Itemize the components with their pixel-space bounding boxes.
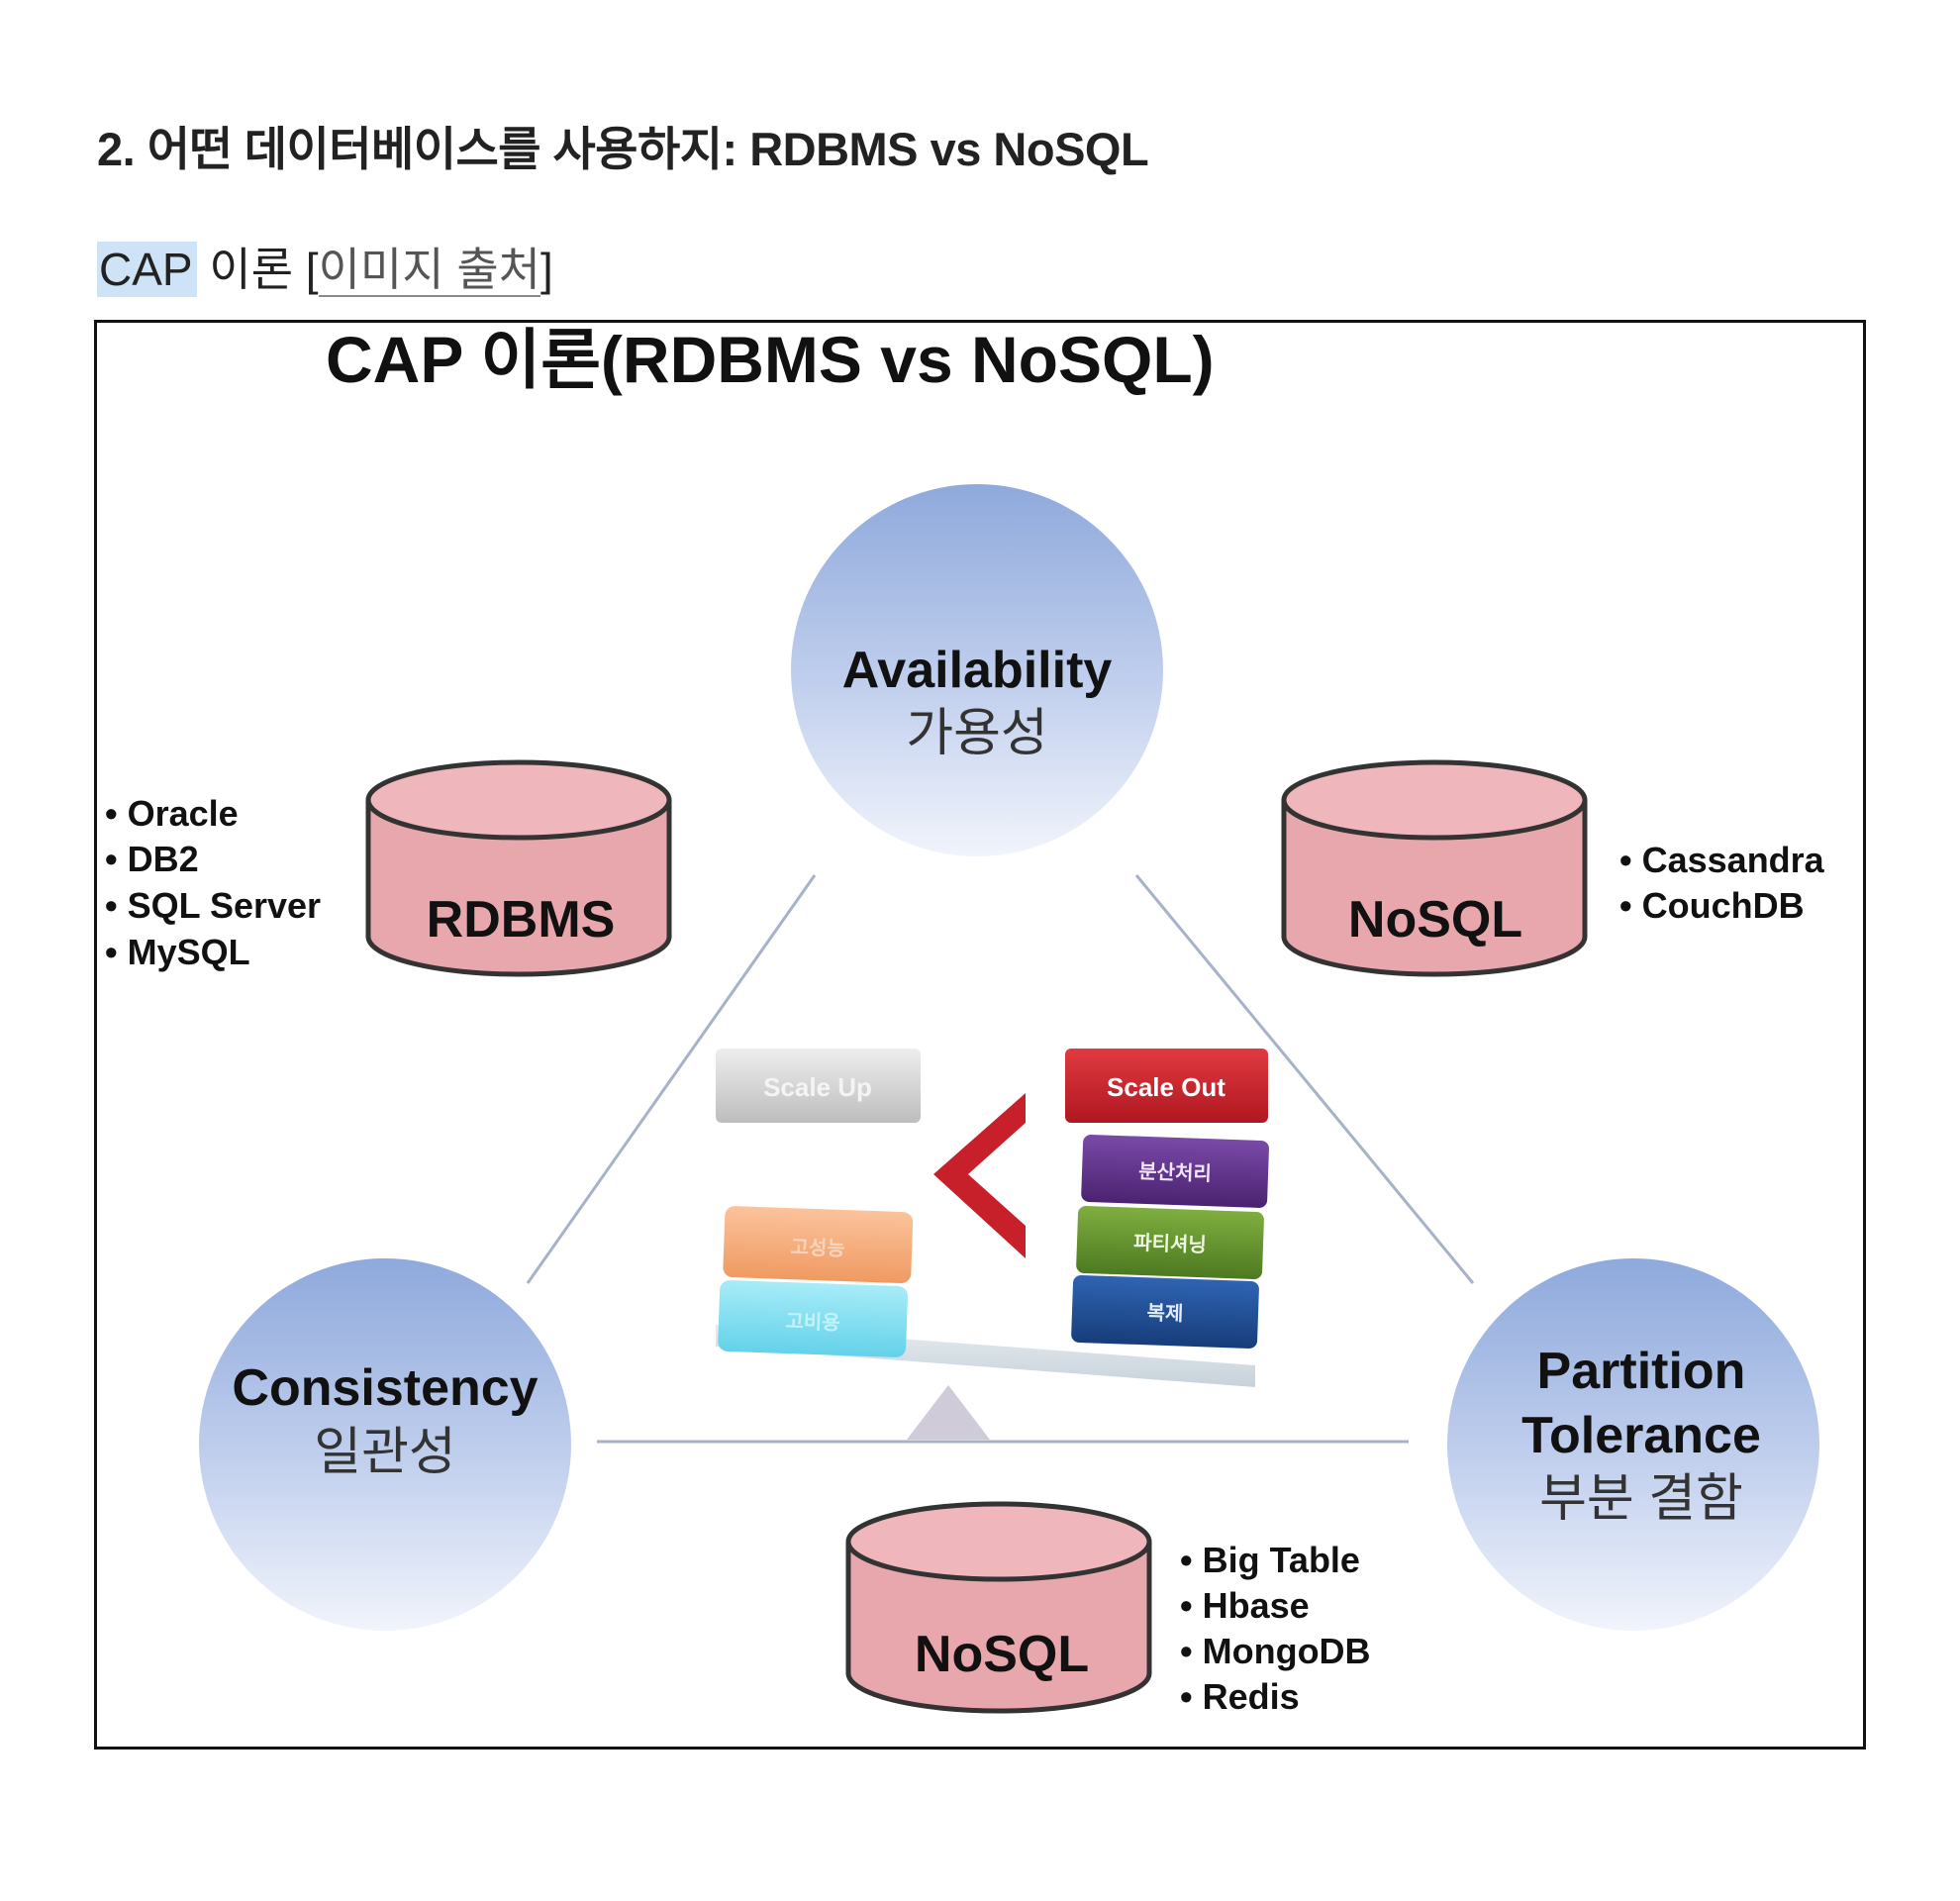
triangle-edge-right [1134,874,1475,1284]
triangle-edge-left [526,874,817,1284]
left-block-orange [723,1206,914,1284]
caption-close: ] [539,244,553,295]
diagram-title: CAP 이론(RDBMS vs NoSQL) [326,323,1215,396]
availability-label: Availability [842,642,1113,699]
rdbms-item: • MySQL [105,932,250,972]
nosql-cp-item: • MongoDB [1180,1631,1371,1671]
nosql-ap-product-list: • Cassandra • CouchDB [1619,840,1825,926]
figure-caption: CAP 이론 [이미지 출처] [97,234,553,299]
availability-node: Availability 가용성 [791,484,1163,856]
nosql-ap-item: • Cassandra [1619,840,1825,880]
caption-text: 이론 [ [196,244,319,295]
rdbms-item: • DB2 [105,839,199,879]
consistency-label: Consistency [232,1359,538,1417]
nosql-cp-label: NoSQL [915,1626,1089,1683]
image-source-link[interactable]: 이미지 출처 [318,244,540,297]
less-than-icon [933,1093,1026,1258]
rdbms-product-list: • Oracle • DB2 • SQL Server • MySQL [105,793,321,972]
partition-tolerance-node: Partition Tolerance 부분 결함 [1447,1258,1819,1631]
right-block-label: 분산처리 [1138,1160,1212,1186]
scale-up-button [716,1049,921,1123]
scale-balance-illustration: Scale Up Scale Out 고성능 고비용 분산처리 파티셔닝 [716,1049,1269,1440]
right-block-purple [1081,1134,1269,1208]
right-block-blue [1071,1274,1259,1349]
left-block-cyan [718,1279,908,1357]
nosql-cp-item: • Hbase [1180,1585,1310,1626]
scale-up-label: Scale Up [763,1072,872,1102]
rdbms-database-icon: RDBMS [365,759,672,977]
availability-label-ko: 가용성 [906,705,1048,762]
scale-out-button [1065,1049,1268,1123]
section-heading: 2. 어떤 데이터베이스를 사용하지: RDBMS vs NoSQL [97,123,1149,175]
rdbms-item: • SQL Server [105,885,321,926]
consistency-node: Consistency 일관성 [199,1258,571,1631]
balance-fulcrum [907,1385,990,1440]
nosql-ap-label: NoSQL [1348,891,1522,949]
nosql-cp-item: • Redis [1180,1676,1300,1717]
nosql-ap-database-icon: NoSQL [1281,759,1588,977]
rdbms-label: RDBMS [427,891,616,949]
consistency-label-ko: 일관성 [314,1424,456,1481]
scale-out-label: Scale Out [1107,1072,1225,1102]
right-block-label: 파티셔닝 [1133,1232,1207,1257]
nosql-cp-item: • Big Table [1180,1540,1360,1580]
cap-diagram-image: CAP 이론(RDBMS vs NoSQL) Availability 가용성 … [94,320,1866,1750]
right-block-green [1076,1205,1264,1279]
nosql-cp-product-list: • Big Table • Hbase • MongoDB • Redis [1180,1540,1371,1717]
caption-highlight: CAP [97,242,197,297]
left-block-label: 고성능 [790,1236,845,1260]
right-block-label: 복제 [1146,1301,1184,1325]
partition-label-ko: 부분 결함 [1539,1470,1743,1528]
nosql-ap-item: • CouchDB [1619,885,1805,926]
cap-diagram: CAP 이론(RDBMS vs NoSQL) Availability 가용성 … [105,323,1825,1717]
partition-label-line1: Partition [1537,1343,1746,1400]
left-block-label: 고비용 [785,1310,840,1335]
rdbms-item: • Oracle [105,793,239,834]
nosql-cp-database-icon: NoSQL [845,1501,1152,1714]
partition-label-line2: Tolerance [1521,1407,1761,1464]
